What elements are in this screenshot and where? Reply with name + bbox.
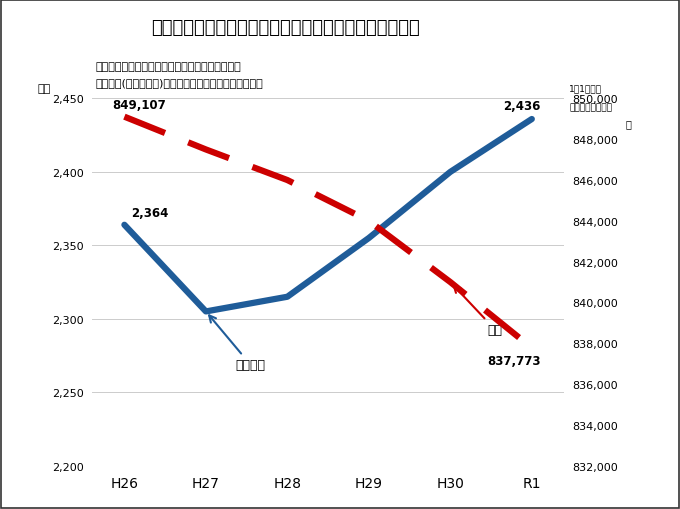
Text: 人: 人 (626, 120, 632, 129)
Text: 将来人口(施設利用者)が減少する中、新しい施設を建設: 将来人口(施設利用者)が減少する中、新しい施設を建設 (95, 77, 263, 88)
Text: 人口: 人口 (454, 286, 503, 336)
Text: 市債残高（臨時財政対策債を除く）と人口の推移: 市債残高（臨時財政対策債を除く）と人口の推移 (95, 62, 241, 72)
Text: 以前から良くなかった　ここ数年でさらに悪化している: 以前から良くなかった ここ数年でさらに悪化している (151, 19, 420, 37)
Text: 堺市: 堺市 (610, 15, 628, 30)
Text: 1月1日時点: 1月1日時点 (569, 84, 602, 94)
Text: 住民基本台帳人口: 住民基本台帳人口 (569, 103, 612, 112)
Text: SAKAI CITY: SAKAI CITY (602, 37, 636, 42)
Text: 市債残高: 市債残高 (209, 316, 266, 372)
Text: 億円: 億円 (37, 84, 51, 94)
Text: 2,364: 2,364 (131, 207, 168, 219)
Text: 849,107: 849,107 (112, 99, 166, 111)
Text: ❄: ❄ (560, 16, 579, 36)
Text: 837,773: 837,773 (487, 354, 541, 367)
Text: 2,436: 2,436 (503, 99, 541, 112)
